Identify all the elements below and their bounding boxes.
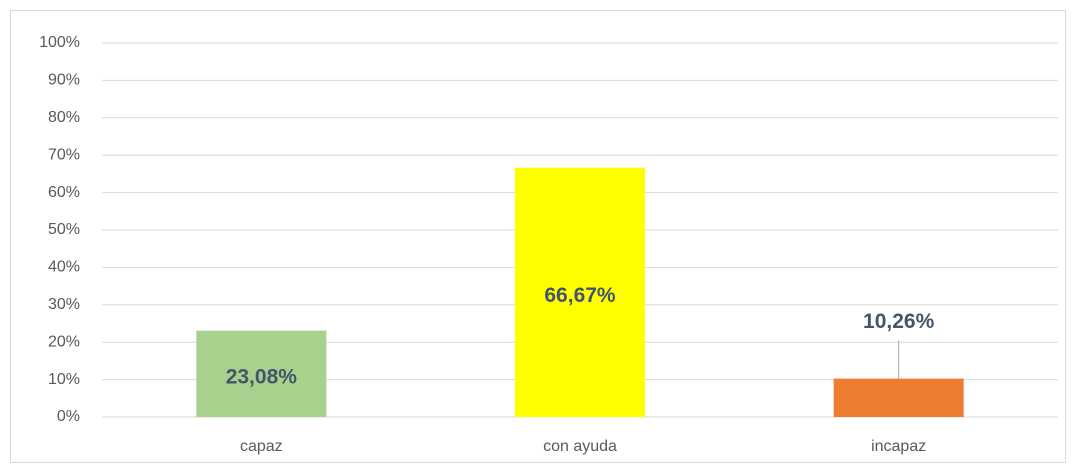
y-tick-label: 70%	[48, 146, 80, 163]
bar	[196, 330, 327, 417]
y-tick-label: 0%	[57, 408, 80, 425]
y-tick-label: 40%	[48, 259, 80, 276]
y-tick-label: 80%	[48, 109, 80, 126]
y-tick-label: 10%	[48, 371, 80, 388]
x-tick-label: capaz	[240, 438, 283, 455]
y-tick-label: 30%	[48, 296, 80, 313]
y-tick-label: 60%	[48, 184, 80, 201]
bar	[515, 167, 645, 417]
value-label: 10,26%	[863, 310, 935, 333]
x-tick-label: con ayuda	[543, 438, 617, 455]
bar	[833, 378, 964, 417]
x-tick-label: incapaz	[871, 438, 926, 455]
y-tick-label: 100%	[39, 34, 80, 51]
y-tick-label: 90%	[48, 72, 80, 89]
value-label: 66,67%	[544, 284, 616, 307]
y-tick-label: 20%	[48, 333, 80, 350]
value-label: 23,08%	[226, 365, 298, 388]
y-tick-label: 50%	[48, 221, 80, 238]
